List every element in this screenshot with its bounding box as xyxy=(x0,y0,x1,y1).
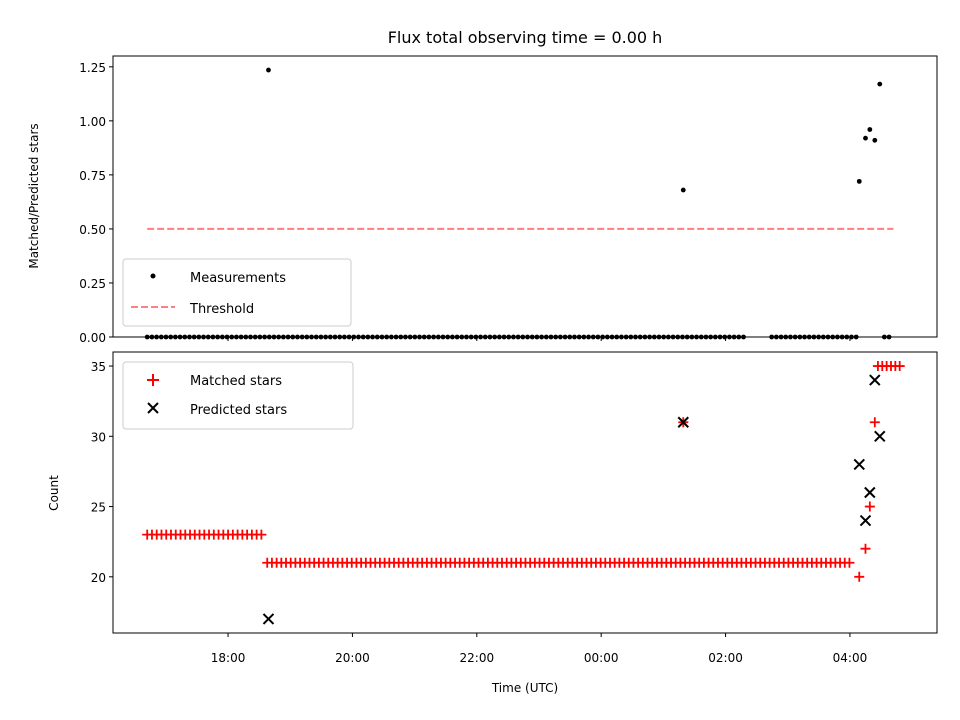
legend-measurements-marker xyxy=(150,273,156,279)
top-legend-box xyxy=(122,258,352,327)
measurements-point xyxy=(872,137,878,143)
bottom-y-tick-label: 30 xyxy=(91,430,106,444)
matched-stars-point xyxy=(894,361,905,372)
bottom-axes-frame xyxy=(112,351,938,634)
matched-stars-point xyxy=(869,417,880,428)
matched-stars-point xyxy=(844,557,855,568)
top-x-ticks xyxy=(227,337,851,341)
bottom-y-tick-label: 35 xyxy=(91,360,106,374)
predicted-stars-point xyxy=(864,486,876,499)
legend-threshold-label: Threshold xyxy=(189,302,254,317)
legend-predicted-label: Predicted stars xyxy=(190,403,287,418)
top-y-tick-label: 1.25 xyxy=(79,61,106,75)
top-y-tick-label: 0.00 xyxy=(79,331,106,345)
bottom-plot-area xyxy=(142,361,905,625)
measurements-point xyxy=(877,81,883,87)
top-y-tick-label: 0.75 xyxy=(79,169,106,183)
bottom-legend-box xyxy=(122,361,354,430)
measurements-point xyxy=(863,135,868,141)
predicted-stars-point xyxy=(853,458,865,471)
predicted-stars-point xyxy=(677,416,689,428)
measurements-panel: Matched/Predicted stars 0.00 0.25 0.50 0.75… xyxy=(27,55,938,345)
predicted-stars-series xyxy=(262,374,886,625)
top-axes-frame xyxy=(112,55,938,338)
bottom-y-axis-label: Count xyxy=(47,475,61,511)
bottom-legend: Matched stars Predicted stars xyxy=(122,361,354,430)
top-y-tick-label: 0.25 xyxy=(79,277,106,291)
legend-matched-label: Matched stars xyxy=(190,374,282,389)
x-tick-label: 02:00 xyxy=(708,651,743,665)
legend-measurements-label: Measurements xyxy=(190,271,286,286)
top-y-tick-label: 0.50 xyxy=(79,223,106,237)
measurements-point xyxy=(680,187,686,193)
legend-predicted-marker xyxy=(147,402,159,414)
x-tick-label: 20:00 xyxy=(335,651,370,665)
bottom-y-tick-label: 25 xyxy=(91,501,106,515)
top-y-tick-label: 1.00 xyxy=(79,115,106,129)
bottom-x-ticks: 18:00 20:00 22:00 00:00 02:00 04:00 xyxy=(211,633,867,665)
figure-title: Flux total observing time = 0.00 h xyxy=(388,28,663,47)
predicted-stars-point xyxy=(262,613,275,625)
top-y-ticks: 0.00 0.25 0.50 0.75 1.00 1.25 xyxy=(79,61,113,345)
matched-stars-series xyxy=(142,361,905,582)
top-y-axis-label: Matched/Predicted stars xyxy=(27,123,41,268)
predicted-stars-point xyxy=(859,514,872,527)
matched-stars-point xyxy=(854,571,865,582)
x-tick-label: 22:00 xyxy=(460,651,495,665)
top-legend: Measurements Threshold xyxy=(122,258,352,327)
legend-matched-marker xyxy=(147,374,159,386)
x-tick-label: 04:00 xyxy=(833,651,868,665)
x-axis-label: Time (UTC) xyxy=(491,681,558,695)
matched-stars-point xyxy=(256,529,267,540)
matched-stars-point xyxy=(860,543,871,554)
predicted-stars-point xyxy=(869,374,881,386)
matched-stars-point xyxy=(864,501,875,512)
predicted-stars-point xyxy=(874,430,886,443)
bottom-y-ticks: 20 25 30 35 xyxy=(91,360,113,585)
measurements-point xyxy=(867,127,873,132)
bottom-y-tick-label: 20 xyxy=(91,571,106,585)
measurements-point xyxy=(266,67,271,73)
x-tick-label: 18:00 xyxy=(211,651,246,665)
measurements-point xyxy=(856,178,862,184)
x-tick-label: 00:00 xyxy=(584,651,619,665)
counts-panel: Count 20 25 30 35 18:00 20:00 22:00 00:00 02:00… xyxy=(47,351,938,665)
